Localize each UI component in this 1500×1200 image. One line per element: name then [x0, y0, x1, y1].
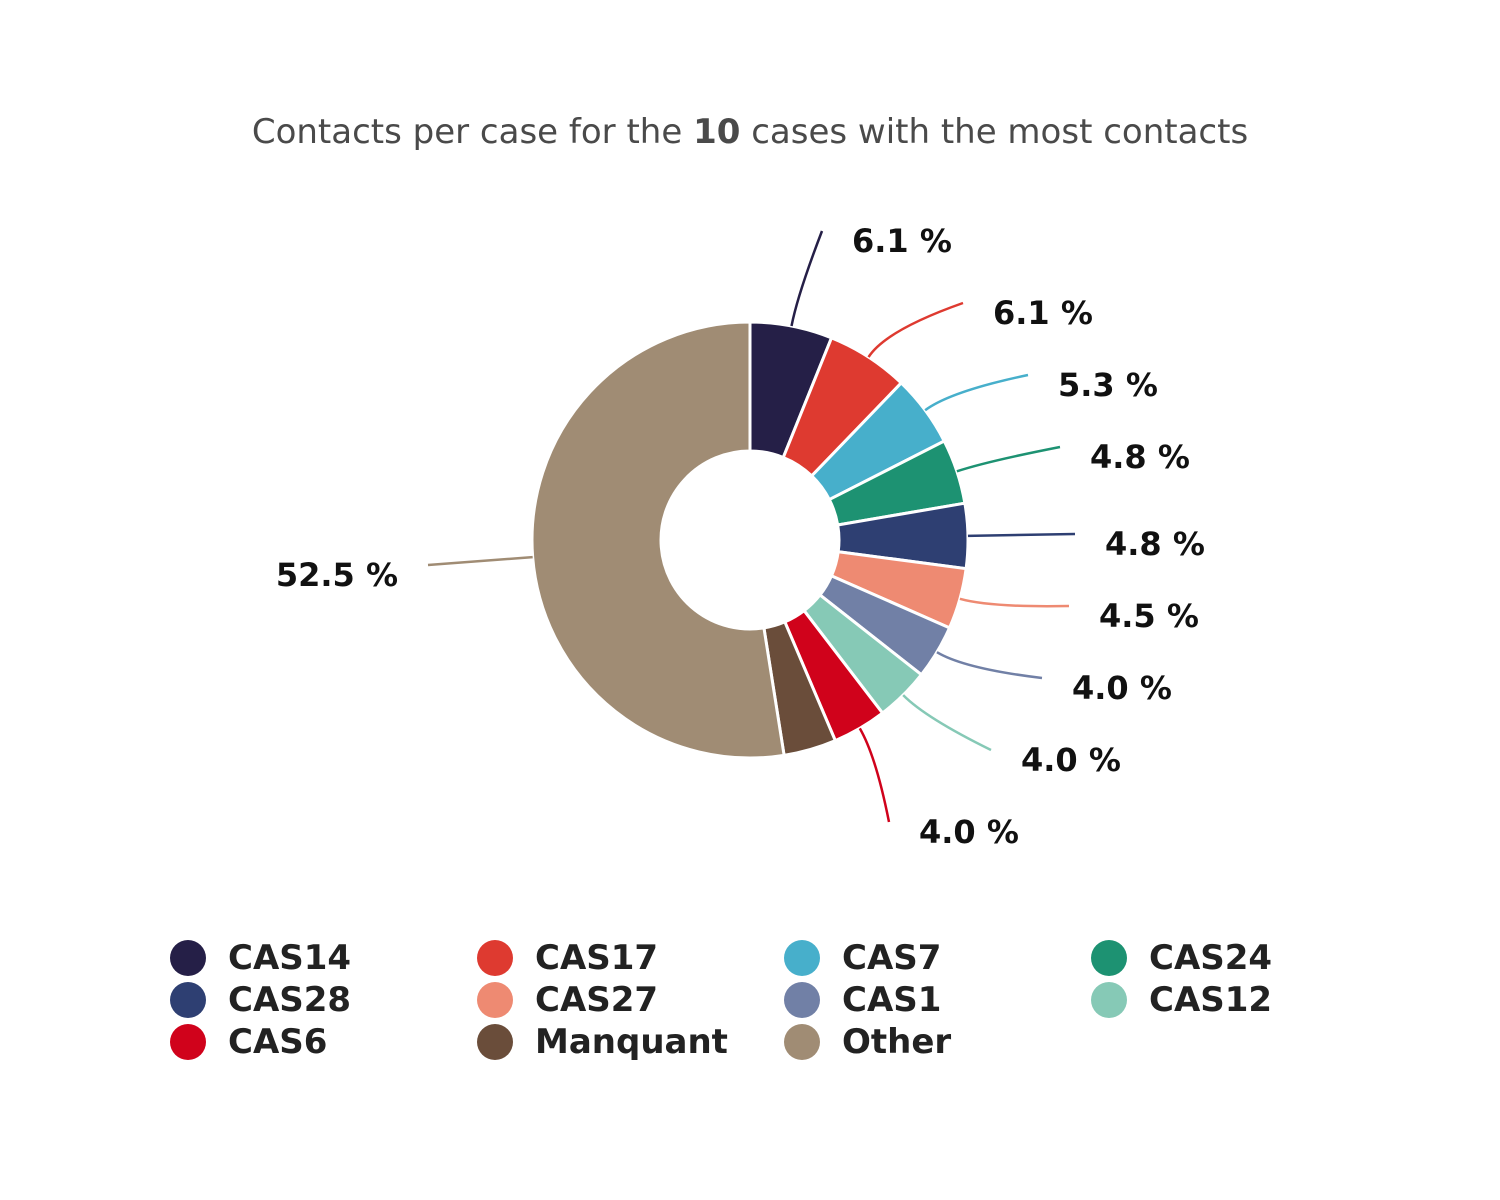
legend-label: CAS1	[842, 980, 942, 1020]
leader-line-cas27	[959, 597, 1070, 608]
legend-item-cas27[interactable]: CAS27	[477, 980, 784, 1020]
legend-item-cas14[interactable]: CAS14	[170, 938, 477, 978]
legend: CAS14 CAS17 CAS7 CAS24 CAS28 CAS27 CAS1 CAS12 CA…	[170, 938, 1330, 1062]
legend-swatch-icon	[1091, 982, 1127, 1018]
legend-label: CAS12	[1149, 980, 1273, 1020]
legend-label: CAS6	[228, 1022, 328, 1062]
legend-swatch-icon	[784, 982, 820, 1018]
data-label-cas6: 4.0 %	[919, 813, 1019, 851]
leader-line-cas7	[924, 373, 1029, 412]
data-label-cas12: 4.0 %	[1021, 741, 1121, 779]
title-suffix: cases with the most contacts	[751, 112, 1249, 152]
legend-label: CAS14	[228, 938, 352, 978]
donut-chart: 6.1 %6.1 %5.3 %4.8 %4.8 %4.5 %4.0 %4.0 %…	[276, 222, 1205, 851]
legend-item-cas28[interactable]: CAS28	[170, 980, 477, 1020]
leader-line-cas1	[936, 651, 1043, 680]
data-label-cas17: 6.1 %	[993, 294, 1093, 332]
leader-lines	[427, 230, 1076, 823]
title-count: 10	[693, 112, 741, 152]
legend-swatch-icon	[170, 940, 206, 976]
leader-line-cas24	[956, 445, 1061, 473]
legend-swatch-icon	[477, 940, 513, 976]
data-label-cas14: 6.1 %	[852, 222, 952, 260]
legend-swatch-icon	[784, 1024, 820, 1060]
legend-item-other[interactable]: Other	[784, 1022, 1091, 1062]
legend-label: CAS27	[535, 980, 659, 1020]
legend-item-cas7[interactable]: CAS7	[784, 938, 1091, 978]
leader-line-other	[427, 555, 533, 567]
title-prefix: Contacts per case for the	[251, 112, 683, 152]
legend-item-cas12[interactable]: CAS12	[1091, 980, 1330, 1020]
leader-line-cas14	[790, 230, 824, 327]
data-label-cas28: 4.8 %	[1105, 525, 1205, 563]
legend-swatch-icon	[170, 1024, 206, 1060]
donut-slices	[530, 320, 970, 760]
legend-label: CAS24	[1149, 938, 1273, 978]
legend-item-cas6[interactable]: CAS6	[170, 1022, 477, 1062]
data-label-cas24: 4.8 %	[1090, 438, 1190, 476]
legend-label: Manquant	[535, 1022, 728, 1062]
leader-line-cas12	[902, 694, 992, 752]
data-label-other: 52.5 %	[276, 556, 398, 594]
leader-line-cas28	[967, 532, 1076, 538]
data-label-cas27: 4.5 %	[1099, 597, 1199, 635]
legend-swatch-icon	[170, 982, 206, 1018]
legend-swatch-icon	[784, 940, 820, 976]
legend-item-cas24[interactable]: CAS24	[1091, 938, 1330, 978]
data-label-cas7: 5.3 %	[1058, 366, 1158, 404]
leader-line-cas6	[858, 727, 891, 823]
legend-label: CAS17	[535, 938, 659, 978]
data-labels: 6.1 %6.1 %5.3 %4.8 %4.8 %4.5 %4.0 %4.0 %…	[276, 222, 1205, 851]
legend-item-cas17[interactable]: CAS17	[477, 938, 784, 978]
legend-label: Other	[842, 1022, 952, 1062]
legend-swatch-icon	[477, 1024, 513, 1060]
legend-swatch-icon	[477, 982, 513, 1018]
data-label-cas1: 4.0 %	[1072, 669, 1172, 707]
chart-title: Contacts per case for the 10 cases with …	[0, 112, 1500, 152]
legend-label: CAS7	[842, 938, 942, 978]
legend-item-manquant[interactable]: Manquant	[477, 1022, 784, 1062]
legend-swatch-icon	[1091, 940, 1127, 976]
legend-item-cas1[interactable]: CAS1	[784, 980, 1091, 1020]
leader-line-cas17	[867, 301, 964, 358]
slice-other[interactable]	[530, 320, 786, 760]
legend-label: CAS28	[228, 980, 352, 1020]
